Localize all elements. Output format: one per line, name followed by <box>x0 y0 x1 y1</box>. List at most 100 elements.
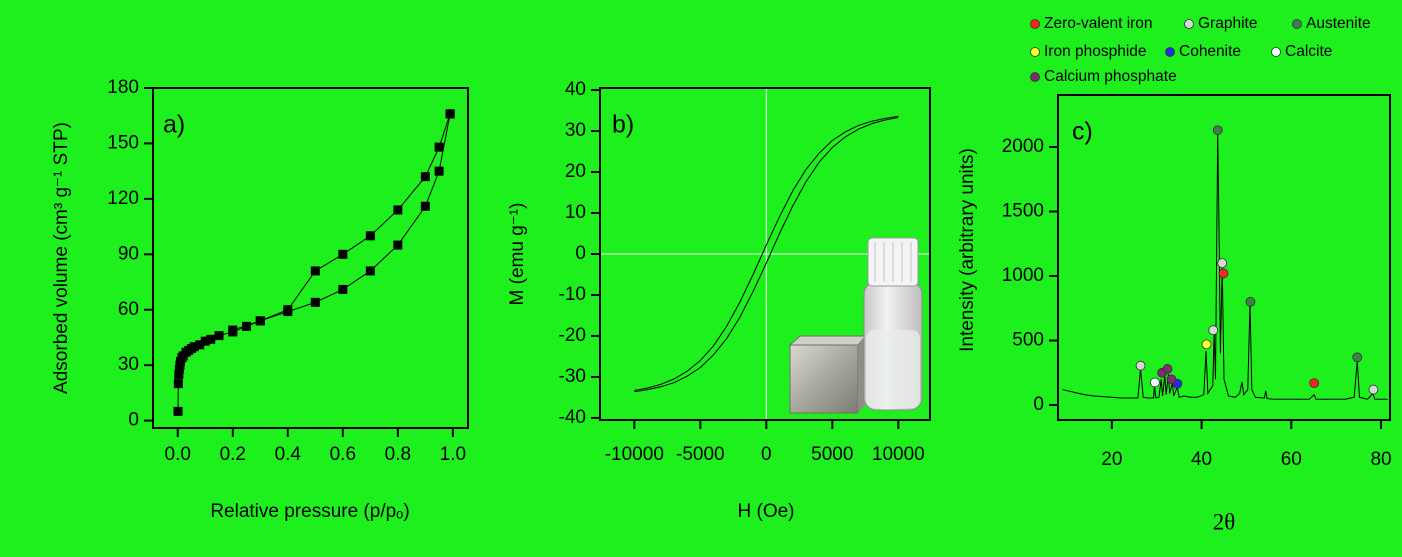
y-tick-label: 0 <box>1033 394 1044 415</box>
x-tick-label: -10000 <box>605 444 664 465</box>
y-tick-label: 30 <box>118 354 139 375</box>
legend-marker <box>1184 19 1194 29</box>
legend-marker <box>1030 19 1040 29</box>
phase-marker <box>1135 360 1146 371</box>
phase-marker <box>1208 325 1219 336</box>
phase-marker <box>1212 125 1223 136</box>
y-axis-label: Adsorbed volume (cm³ g⁻¹ STP) <box>51 122 72 394</box>
legend-label: Iron phosphide <box>1044 43 1147 60</box>
legend-label: Calcium phosphate <box>1044 68 1177 85</box>
x-tick-label: 0.6 <box>330 444 356 465</box>
data-point <box>195 340 205 350</box>
legend-label: Graphite <box>1198 15 1257 32</box>
legend-label: Austenite <box>1306 15 1371 32</box>
y-tick-label: 90 <box>118 243 139 264</box>
x-tick-label: -5000 <box>676 444 725 465</box>
data-point <box>420 172 430 182</box>
data-point <box>173 406 183 416</box>
y-tick-label: 1000 <box>1002 265 1044 286</box>
y-tick-label: 30 <box>565 120 586 141</box>
x-axis-label: Relative pressure (p/pₒ) <box>210 501 409 522</box>
data-point <box>174 369 184 379</box>
x-axis-label: H (Oe) <box>738 501 795 522</box>
y-tick-label: 150 <box>107 132 139 153</box>
phase-marker <box>1352 352 1363 363</box>
panel-label: c) <box>1072 118 1093 146</box>
x-tick-label: 0.0 <box>165 444 191 465</box>
y-tick-label: 60 <box>118 299 139 320</box>
y-tick-label: 40 <box>565 79 586 100</box>
data-point <box>173 379 183 389</box>
legend-marker <box>1165 47 1175 57</box>
data-line <box>1062 134 1388 400</box>
y-tick-label: 120 <box>107 188 139 209</box>
data-line <box>634 115 899 391</box>
y-tick-label: 180 <box>107 77 139 98</box>
x-tick-label: 0 <box>761 444 772 465</box>
data-point <box>200 336 210 346</box>
data-point <box>310 266 320 276</box>
data-point <box>445 109 455 119</box>
phase-marker <box>1309 378 1320 389</box>
y-tick-label: 2000 <box>1002 136 1044 157</box>
legend-label: Cohenite <box>1179 43 1241 60</box>
data-point <box>365 231 375 241</box>
phase-marker <box>1150 377 1160 388</box>
x-tick-label: 10000 <box>872 444 925 465</box>
y-tick-label: 1500 <box>1002 201 1044 222</box>
legend-label: Calcite <box>1285 43 1332 60</box>
phase-marker <box>1162 364 1173 374</box>
data-point <box>310 297 320 307</box>
phase-marker <box>1201 339 1212 350</box>
y-tick-label: 10 <box>565 202 586 223</box>
y-tick-label: -30 <box>559 366 586 387</box>
y-tick-label: 500 <box>1012 330 1044 351</box>
x-tick-label: 60 <box>1281 449 1302 470</box>
x-tick-label: 20 <box>1101 449 1122 470</box>
y-axis-label: M (emu g⁻¹) <box>507 203 528 306</box>
data-point <box>189 342 199 352</box>
phase-marker <box>1218 268 1229 279</box>
x-tick-label: 40 <box>1191 449 1212 470</box>
data-point <box>434 166 444 176</box>
y-tick-label: -10 <box>559 284 586 305</box>
phase-marker <box>1368 384 1379 395</box>
x-tick-label: 0.4 <box>275 444 302 465</box>
y-tick-label: 0 <box>128 410 139 431</box>
data-point <box>206 334 216 344</box>
phase-marker <box>1245 296 1256 307</box>
x-tick-label: 5000 <box>811 444 853 465</box>
data-point <box>434 142 444 152</box>
data-point <box>393 240 403 250</box>
data-point <box>242 321 252 331</box>
x-tick-label: 0.8 <box>385 444 411 465</box>
y-tick-label: 0 <box>575 243 586 264</box>
y-tick-label: 20 <box>565 161 586 182</box>
data-point <box>338 249 348 259</box>
data-point <box>228 325 238 335</box>
y-tick-label: -20 <box>559 325 586 346</box>
panel-label: b) <box>612 111 634 139</box>
data-point <box>283 305 293 315</box>
legend-marker <box>1271 47 1281 57</box>
phase-marker <box>1217 258 1228 269</box>
x-axis-label: 2θ <box>1213 509 1236 534</box>
x-tick-label: 80 <box>1370 449 1391 470</box>
phase-marker <box>1166 374 1177 385</box>
data-point <box>214 331 224 341</box>
panel-label: a) <box>163 111 185 139</box>
x-tick-label: 0.2 <box>220 444 246 465</box>
data-point <box>255 316 265 326</box>
x-tick-label: 1.0 <box>440 444 466 465</box>
inset-photo <box>788 237 923 414</box>
data-line <box>232 113 451 331</box>
plot-frame <box>152 87 469 429</box>
plot-frame <box>1057 94 1391 421</box>
data-point <box>365 266 375 276</box>
legend-marker <box>1292 19 1302 29</box>
data-point <box>338 284 348 294</box>
legend-label: Zero-valent iron <box>1044 15 1153 32</box>
data-point <box>393 205 403 215</box>
data-point <box>420 201 430 211</box>
